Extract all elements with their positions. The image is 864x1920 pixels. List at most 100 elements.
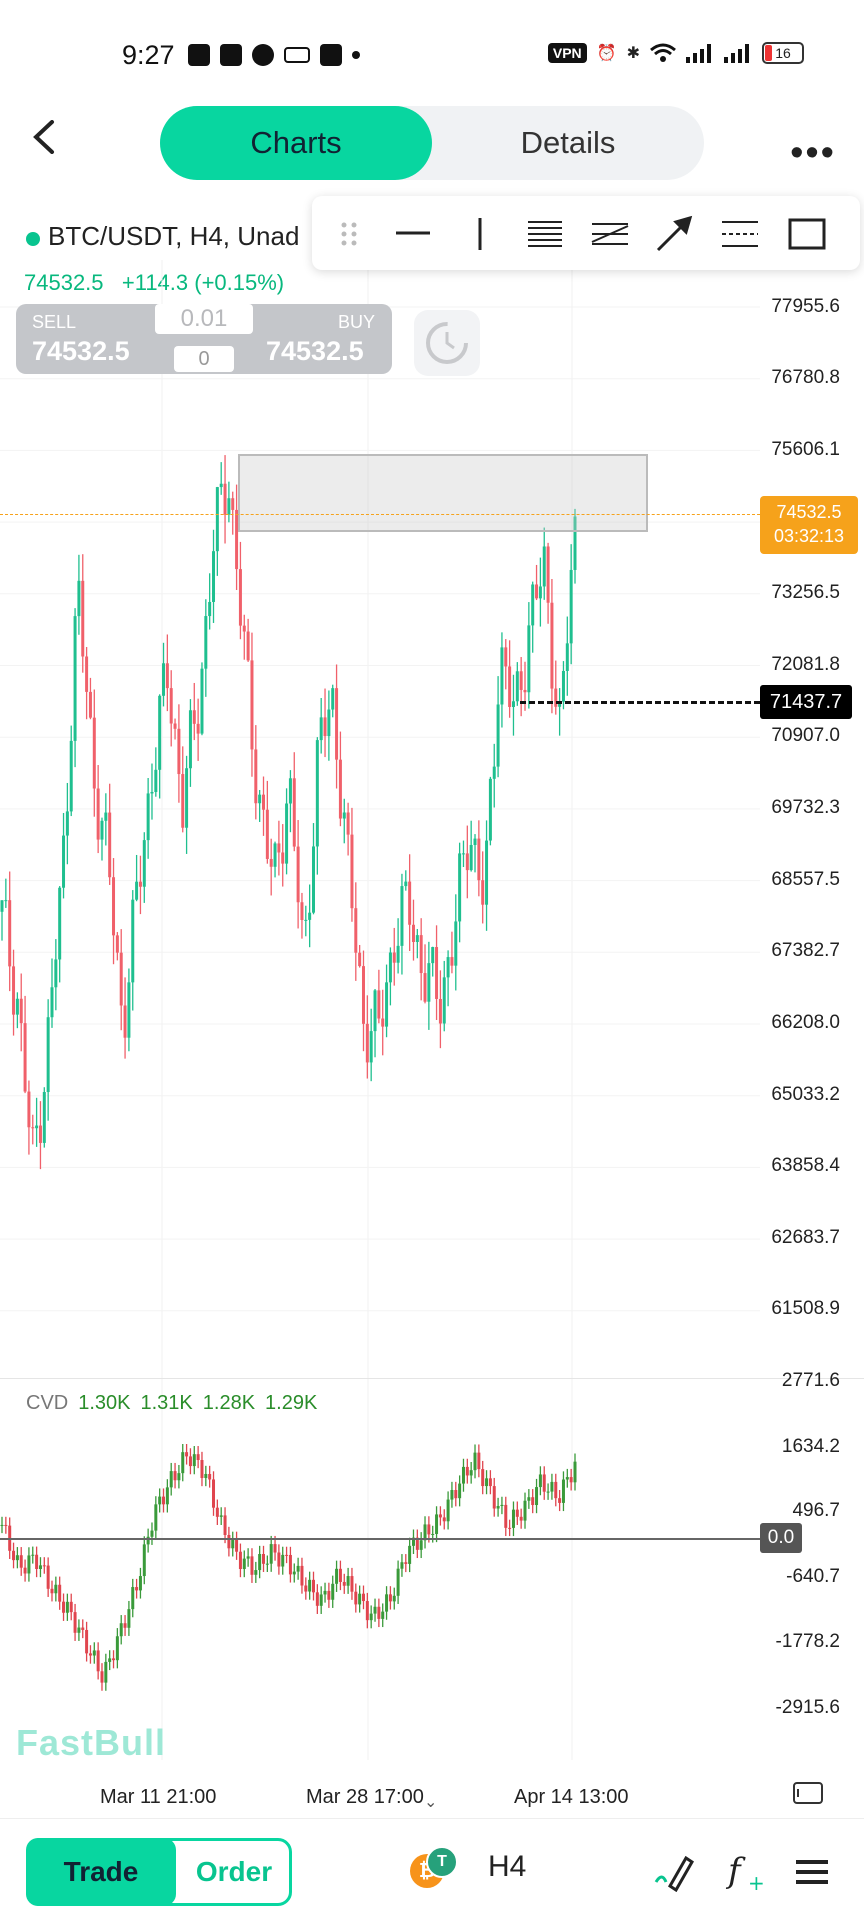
cvd-candle-body xyxy=(311,1579,315,1593)
cvd-candle-body xyxy=(500,1504,504,1506)
candle-body xyxy=(0,900,4,912)
cvd-candle-body xyxy=(542,1474,546,1492)
sell-label[interactable]: SELL xyxy=(32,312,77,332)
candle-body xyxy=(127,982,131,1038)
price-change: +114.3 (+0.15%) xyxy=(121,270,285,295)
candle-body xyxy=(504,647,508,667)
candle-body xyxy=(62,835,66,888)
cvd-candle-body xyxy=(146,1536,150,1545)
tab-charts[interactable]: Charts xyxy=(250,125,342,160)
cvd-candle-body xyxy=(415,1537,419,1550)
pane-divider[interactable] xyxy=(0,1378,864,1379)
candle-body xyxy=(492,766,496,779)
cvd-candle-body xyxy=(150,1530,154,1537)
candle-body xyxy=(485,840,489,905)
horizontal-line-drawing[interactable] xyxy=(520,701,760,704)
cvd-candle-body xyxy=(123,1623,127,1628)
symbol-title[interactable]: BTC/USDT, H4, Unad xyxy=(48,221,300,251)
tab-order[interactable]: Order xyxy=(195,1856,273,1887)
cvd-candle-body xyxy=(385,1594,389,1612)
indicators-icon[interactable]: f + xyxy=(724,1850,768,1894)
candle-body xyxy=(431,947,435,964)
tab-trade[interactable]: Trade xyxy=(63,1856,139,1887)
price-tick: 73256.5 xyxy=(771,582,840,603)
cvd-candle-body xyxy=(285,1554,289,1556)
timeframe-selector[interactable]: H4 xyxy=(488,1850,527,1883)
cvd-candle-body xyxy=(223,1515,227,1535)
candle-body xyxy=(262,794,266,810)
grid-lines xyxy=(0,260,760,1760)
cvd-value-1: 1.30K xyxy=(78,1392,131,1414)
status-time: 9:27 xyxy=(122,40,175,70)
cvd-candle-body xyxy=(108,1658,112,1662)
quantity-input[interactable]: 0.01 xyxy=(155,304,253,334)
candle-body xyxy=(392,952,396,963)
cvd-candle-body xyxy=(181,1452,185,1474)
candle-body xyxy=(365,1023,369,1063)
tab-details[interactable]: Details xyxy=(520,125,616,160)
cvd-candle-body xyxy=(408,1545,412,1564)
candle-body xyxy=(473,838,477,845)
sell-price[interactable]: 74532.5 xyxy=(32,336,130,366)
quantity-value[interactable]: 0 xyxy=(174,346,234,372)
candle-body xyxy=(85,656,89,692)
cvd-candle-body xyxy=(235,1539,239,1552)
back-arrow-icon[interactable] xyxy=(28,120,62,154)
candle-body xyxy=(415,935,419,942)
replay-button[interactable] xyxy=(414,310,480,376)
cvd-candle-body xyxy=(204,1473,208,1479)
cvd-candle-body xyxy=(115,1636,119,1661)
candle-body xyxy=(331,688,335,710)
candle-body xyxy=(81,580,85,657)
cvd-candle-body xyxy=(112,1658,116,1661)
candle-body xyxy=(215,487,219,552)
candle-body xyxy=(315,740,319,847)
candle-body xyxy=(427,963,431,1002)
candle-body xyxy=(188,710,192,769)
cvd-tick: 1634.2 xyxy=(781,1436,840,1457)
more-icon[interactable]: ••• xyxy=(790,132,836,174)
candle-body xyxy=(173,723,177,729)
chart-canvas[interactable] xyxy=(0,260,864,1800)
horizontal-line-price-tag[interactable]: 71437.7 xyxy=(760,685,852,719)
candle-body xyxy=(100,820,104,840)
current-price-tag: 74532.5 03:32:13 xyxy=(760,496,858,554)
cvd-tick: -2915.6 xyxy=(775,1697,840,1718)
candle-body xyxy=(508,666,512,707)
cvd-candle-body xyxy=(465,1466,469,1476)
menu-icon[interactable] xyxy=(794,1856,830,1888)
tether-icon[interactable]: T xyxy=(426,1846,458,1878)
rectangle-drawing[interactable] xyxy=(238,454,648,532)
candle-countdown: 03:32:13 xyxy=(773,526,845,546)
candle-body xyxy=(523,689,527,693)
candle-body xyxy=(361,966,365,1024)
candle-body xyxy=(346,812,350,835)
cvd-candle-body xyxy=(85,1629,89,1654)
candle-body xyxy=(246,631,250,661)
cvd-candle-body xyxy=(73,1612,77,1633)
drawing-tools-icon[interactable] xyxy=(652,1852,696,1892)
cvd-candle-body xyxy=(81,1627,85,1630)
cvd-candle-body xyxy=(58,1584,62,1602)
candle-body xyxy=(538,586,542,599)
status-right: VPN ⏰ ✱ 16 xyxy=(547,42,804,64)
cvd-candle-body xyxy=(138,1576,142,1591)
candle-body xyxy=(208,601,212,617)
cvd-candle-body xyxy=(400,1562,404,1569)
candle-body xyxy=(35,1125,39,1129)
cvd-candle-body xyxy=(427,1524,431,1535)
price-tick: 65033.2 xyxy=(771,1084,840,1105)
cvd-candle-body xyxy=(154,1504,158,1531)
buy-price[interactable]: 74532.5 xyxy=(266,336,364,366)
candle-body xyxy=(131,899,135,983)
buy-label[interactable]: BUY xyxy=(338,312,376,332)
cvd-candle-body xyxy=(458,1483,462,1499)
candle-body xyxy=(4,900,8,902)
cvd-legend: CVD 1.30K 1.31K 1.28K 1.29K xyxy=(26,1392,317,1415)
price-tick: 63858.4 xyxy=(771,1155,840,1176)
cvd-candle-body xyxy=(435,1514,439,1534)
candle-body xyxy=(177,728,181,775)
cvd-candle-body xyxy=(242,1558,246,1570)
chevron-down-icon[interactable]: ⌄ xyxy=(424,1794,438,1811)
fullscreen-icon[interactable] xyxy=(792,1781,824,1805)
